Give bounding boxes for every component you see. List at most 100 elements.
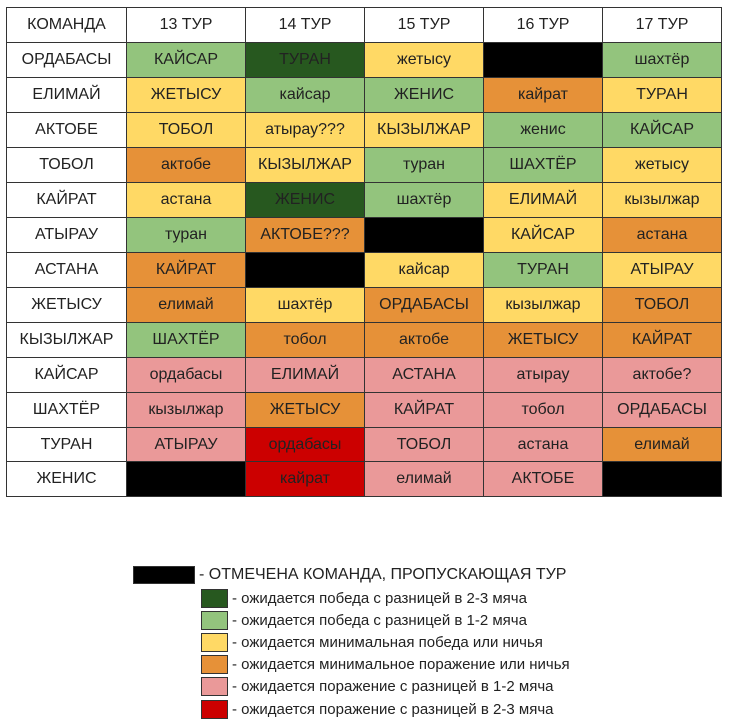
legend-item: - ожидается победа с разницей в 2-3 мяча (201, 588, 527, 608)
opponent-cell: кызылжар (602, 182, 722, 218)
opponent-cell: ОРДАБАСЫ (602, 392, 722, 428)
opponent-cell: актобе? (602, 357, 722, 393)
opponent-cell: шахтёр (602, 42, 722, 78)
team-row: АКТОБЕ ТОБОЛ атырау??? КЫЗЫЛЖАР женис КАЙСАР (6, 112, 722, 148)
opponent-cell: КАЙРАТ (602, 322, 722, 358)
header-team: КОМАНДА (6, 7, 127, 43)
team-name: КЫЗЫЛЖАР (6, 322, 127, 358)
opponent-cell: кайрат (483, 77, 603, 113)
opponent-cell: жетысу (602, 147, 722, 183)
schedule-body: КОМАНДА 13 ТУР 14 ТУР 15 ТУР 16 ТУР 17 ТУР ОРД… (6, 7, 722, 497)
team-name: ОРДАБАСЫ (6, 42, 127, 78)
legend-item: - ожидается победа с разницей в 1-2 мяча (201, 610, 527, 630)
opponent-cell: ТУРАН (483, 252, 603, 288)
legend-swatch (201, 699, 228, 719)
team-row: КАЙСАР ордабасы ЕЛИМАЙ АСТАНА атырау актобе? (6, 357, 722, 393)
team-name: ЕЛИМАЙ (6, 77, 127, 113)
header-round: 17 ТУР (602, 7, 722, 43)
opponent-cell: актобе (364, 322, 484, 358)
header-round: 16 ТУР (483, 7, 603, 43)
opponent-cell: КЫЗЫЛЖАР (245, 147, 365, 183)
opponent-cell: ЖЕТЫСУ (245, 392, 365, 428)
legend-label: - ожидается поражение с разницей в 2-3 м… (232, 700, 554, 718)
legend-item: - ожидается поражение с разницей в 1-2 м… (201, 677, 554, 697)
team-row: КЫЗЫЛЖАР ШАХТЁР тобол актобе ЖЕТЫСУ КАЙРАТ (6, 322, 722, 358)
team-name: ЖЕТЫСУ (6, 287, 127, 323)
opponent-cell: астана (126, 182, 246, 218)
opponent-cell: кызылжар (483, 287, 603, 323)
opponent-cell: туран (364, 147, 484, 183)
opponent-cell: ТОБОЛ (602, 287, 722, 323)
legend-item: - ожидается минимальное поражение или ни… (201, 655, 570, 675)
opponent-cell: КАЙСАР (602, 112, 722, 148)
header-round: 13 ТУР (126, 7, 246, 43)
team-name: АТЫРАУ (6, 217, 127, 253)
opponent-cell: КАЙСАР (126, 42, 246, 78)
team-row: ОРДАБАСЫ КАЙСАР ТУРАН жетысу шахтёр (6, 42, 722, 78)
team-name: АКТОБЕ (6, 112, 127, 148)
team-row: КАЙРАТ астана ЖЕНИС шахтёр ЕЛИМАЙ кызылжар (6, 182, 722, 218)
team-row: ШАХТЁР кызылжар ЖЕТЫСУ КАЙРАТ тобол ОРДАБАСЫ (6, 392, 722, 428)
team-row: АТЫРАУ туран АКТОБЕ??? КАЙСАР астана (6, 217, 722, 253)
opponent-cell: кайрат (245, 461, 365, 497)
legend-item: - ожидается минимальная победа или ничья (201, 632, 543, 652)
opponent-cell: кызылжар (126, 392, 246, 428)
legend-label: - ожидается победа с разницей в 2-3 мяча (232, 589, 527, 607)
opponent-cell: тобол (483, 392, 603, 428)
opponent-cell: ордабасы (126, 357, 246, 393)
team-name: КАЙРАТ (6, 182, 127, 218)
opponent-cell: шахтёр (245, 287, 365, 323)
opponent-cell: тобол (245, 322, 365, 358)
bye-cell (245, 252, 365, 288)
bye-cell (602, 461, 722, 497)
team-name: ТОБОЛ (6, 147, 127, 183)
opponent-cell: астана (602, 217, 722, 253)
opponent-cell: кайсар (364, 252, 484, 288)
opponent-cell: ЖЕНИС (245, 182, 365, 218)
legend-swatch (201, 588, 228, 608)
opponent-cell: ЖЕНИС (364, 77, 484, 113)
opponent-cell: АКТОБЕ??? (245, 217, 365, 253)
legend-item: - ОТМЕЧЕНА КОМАНДА, ПРОПУСКАЮЩАЯ ТУР (133, 565, 566, 585)
bye-cell (364, 217, 484, 253)
bye-cell (126, 461, 246, 497)
opponent-cell: ТОБОЛ (364, 427, 484, 462)
opponent-cell: АТЫРАУ (126, 427, 246, 462)
schedule-table: КОМАНДА 13 ТУР 14 ТУР 15 ТУР 16 ТУР 17 ТУР ОРД… (6, 7, 722, 497)
team-name: АСТАНА (6, 252, 127, 288)
opponent-cell: АТЫРАУ (602, 252, 722, 288)
legend-swatch (133, 566, 195, 584)
team-row: ЖЕНИС кайрат елимай АКТОБЕ (6, 461, 722, 497)
bye-cell (483, 42, 603, 78)
team-name: КАЙСАР (6, 357, 127, 393)
team-name: ТУРАН (6, 427, 127, 462)
header-row: КОМАНДА 13 ТУР 14 ТУР 15 ТУР 16 ТУР 17 ТУР (6, 7, 722, 43)
opponent-cell: КЫЗЫЛЖАР (364, 112, 484, 148)
legend-label: - ожидается поражение с разницей в 1-2 м… (232, 678, 554, 696)
team-row: ТУРАН АТЫРАУ ордабасы ТОБОЛ астана елимай (6, 427, 722, 462)
opponent-cell: женис (483, 112, 603, 148)
opponent-cell: елимай (364, 461, 484, 497)
opponent-cell: атырау (483, 357, 603, 393)
opponent-cell: актобе (126, 147, 246, 183)
legend-label: - ожидается минимальная победа или ничья (232, 633, 543, 651)
opponent-cell: ШАХТЁР (126, 322, 246, 358)
opponent-cell: ТУРАН (245, 42, 365, 78)
team-row: АСТАНА КАЙРАТ кайсар ТУРАН АТЫРАУ (6, 252, 722, 288)
legend-label: - ожидается победа с разницей в 1-2 мяча (232, 611, 527, 629)
opponent-cell: КАЙРАТ (126, 252, 246, 288)
team-row: ЕЛИМАЙ ЖЕТЫСУ кайсар ЖЕНИС кайрат ТУРАН (6, 77, 722, 113)
legend-swatch (201, 655, 228, 675)
opponent-cell: ШАХТЁР (483, 147, 603, 183)
opponent-cell: астана (483, 427, 603, 462)
opponent-cell: КАЙРАТ (364, 392, 484, 428)
legend-swatch (201, 677, 228, 697)
header-round: 15 ТУР (364, 7, 484, 43)
opponent-cell: ЖЕТЫСУ (126, 77, 246, 113)
opponent-cell: ТУРАН (602, 77, 722, 113)
opponent-cell: ОРДАБАСЫ (364, 287, 484, 323)
opponent-cell: АКТОБЕ (483, 461, 603, 497)
opponent-cell: жетысу (364, 42, 484, 78)
opponent-cell: ордабасы (245, 427, 365, 462)
legend-swatch (201, 632, 228, 652)
